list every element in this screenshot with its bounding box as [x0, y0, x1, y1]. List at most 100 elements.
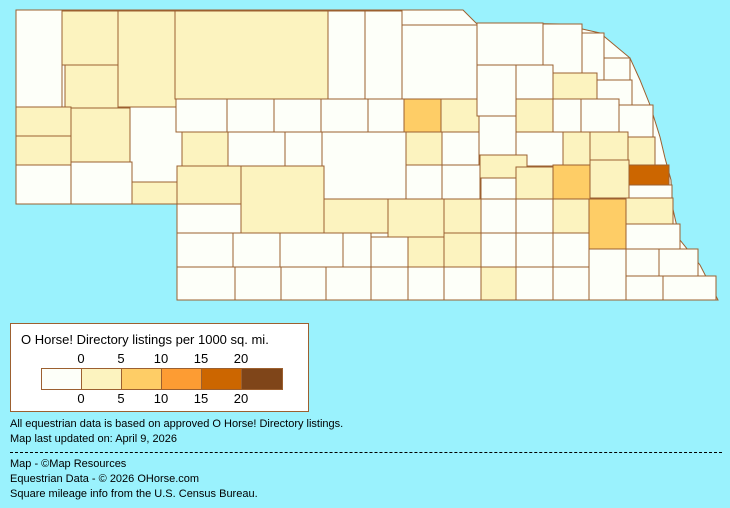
county[interactable]	[405, 164, 443, 200]
county[interactable]	[279, 232, 344, 268]
legend-swatch	[82, 369, 122, 389]
county[interactable]	[280, 266, 327, 301]
county[interactable]	[515, 198, 554, 234]
legend-top-label: 0	[77, 351, 85, 366]
county[interactable]	[441, 131, 480, 166]
county[interactable]	[403, 98, 442, 133]
county[interactable]	[443, 266, 482, 301]
county[interactable]	[273, 98, 322, 133]
county[interactable]	[226, 98, 275, 133]
county[interactable]	[552, 98, 582, 133]
county[interactable]	[240, 165, 325, 234]
county[interactable]	[342, 232, 372, 268]
county[interactable]	[552, 232, 590, 268]
county[interactable]	[175, 98, 228, 133]
county[interactable]	[515, 64, 554, 100]
legend-top-label: 20	[233, 351, 249, 366]
county[interactable]	[515, 98, 554, 133]
county[interactable]	[588, 248, 627, 301]
county[interactable]	[627, 136, 656, 166]
county[interactable]	[15, 164, 72, 205]
legend-bottom-label: 20	[233, 391, 249, 406]
county[interactable]	[407, 266, 445, 301]
county[interactable]	[589, 131, 629, 161]
county[interactable]	[176, 203, 242, 234]
county[interactable]	[284, 131, 323, 167]
county[interactable]	[370, 266, 409, 301]
county[interactable]	[480, 232, 517, 268]
divider	[10, 452, 722, 453]
county[interactable]	[628, 184, 673, 199]
county[interactable]	[552, 164, 591, 200]
county[interactable]	[628, 164, 670, 186]
county[interactable]	[176, 165, 242, 205]
map-credit: Map - ©Map Resources	[10, 458, 127, 470]
legend-bottom-label: 0	[77, 391, 85, 406]
county[interactable]	[174, 10, 329, 100]
county[interactable]	[15, 135, 72, 166]
county[interactable]	[476, 22, 544, 66]
last-updated: Map last updated on: April 9, 2026	[10, 433, 177, 445]
county[interactable]	[480, 198, 517, 234]
county[interactable]	[443, 232, 482, 268]
county[interactable]	[401, 24, 478, 100]
county[interactable]	[580, 98, 620, 133]
county[interactable]	[117, 10, 177, 108]
county[interactable]	[480, 266, 517, 301]
county[interactable]	[387, 198, 445, 238]
county[interactable]	[234, 266, 282, 301]
county[interactable]	[176, 266, 236, 301]
legend-bottom-label: 5	[117, 391, 125, 406]
county[interactable]	[658, 248, 699, 277]
county[interactable]	[367, 98, 405, 133]
county[interactable]	[552, 266, 590, 301]
county[interactable]	[440, 98, 480, 133]
county[interactable]	[327, 10, 366, 100]
county[interactable]	[176, 232, 234, 268]
county[interactable]	[441, 164, 481, 200]
county[interactable]	[603, 57, 631, 81]
county[interactable]	[515, 232, 554, 268]
county[interactable]	[323, 198, 389, 234]
county[interactable]	[129, 106, 183, 183]
county[interactable]	[589, 159, 630, 199]
county[interactable]	[405, 131, 443, 166]
county[interactable]	[70, 161, 133, 205]
county[interactable]	[625, 275, 664, 301]
county[interactable]	[478, 115, 517, 156]
county[interactable]	[325, 266, 372, 301]
legend-top-label: 10	[153, 351, 169, 366]
county[interactable]	[625, 248, 660, 277]
legend-top-label: 5	[117, 351, 125, 366]
county[interactable]	[443, 198, 482, 234]
county[interactable]	[70, 107, 131, 163]
county[interactable]	[64, 64, 125, 109]
county[interactable]	[476, 64, 517, 117]
county[interactable]	[364, 10, 403, 100]
legend-color-bar	[41, 368, 283, 390]
county[interactable]	[61, 10, 121, 66]
county[interactable]	[552, 198, 590, 234]
county[interactable]	[232, 232, 281, 268]
county[interactable]	[588, 198, 627, 250]
county[interactable]	[552, 72, 598, 100]
county[interactable]	[625, 223, 681, 250]
county[interactable]	[321, 131, 407, 200]
county[interactable]	[370, 236, 410, 268]
legend: O Horse! Directory listings per 1000 sq.…	[10, 323, 309, 412]
county[interactable]	[320, 98, 369, 133]
county[interactable]	[181, 131, 229, 167]
county[interactable]	[562, 131, 591, 166]
county[interactable]	[227, 131, 286, 167]
legend-swatch	[202, 369, 242, 389]
county[interactable]	[15, 106, 72, 137]
county[interactable]	[625, 197, 674, 225]
county[interactable]	[480, 177, 517, 200]
county[interactable]	[515, 166, 554, 200]
census-credit: Square mileage info from the U.S. Census…	[10, 488, 258, 500]
county[interactable]	[15, 9, 63, 108]
county[interactable]	[131, 181, 178, 205]
county[interactable]	[662, 275, 717, 301]
county[interactable]	[407, 236, 445, 268]
county[interactable]	[515, 266, 554, 301]
